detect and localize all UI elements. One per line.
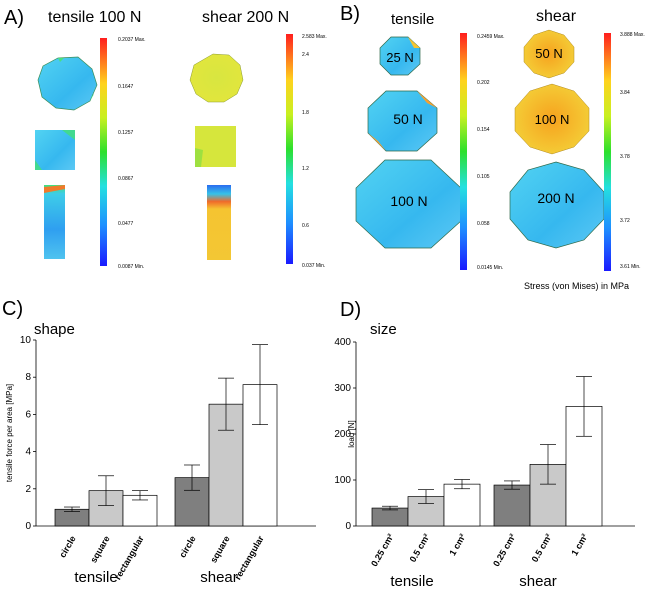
shear-square-shape	[195, 126, 236, 167]
shear-100n-shape	[514, 83, 590, 155]
category-label: 1 cm²	[569, 532, 589, 557]
group-label: shear	[200, 569, 238, 586]
chart-panel-d: D) size 0 100 200 300 400 load [N] 0.25 cm² 0.5 c…	[334, 299, 635, 590]
panel-b-shear-tick: 3.78	[620, 154, 630, 160]
category-label: 0.25 cm²	[491, 532, 518, 568]
y-tick-label: 100	[334, 475, 351, 486]
y-axis-label: tensile force per area [MPa]	[5, 384, 14, 482]
chart-title: shape	[34, 321, 75, 338]
shear-force-label: 200 N	[537, 190, 574, 206]
panel-b-tensile-tick: 0.202	[477, 80, 490, 86]
chart-title: size	[370, 321, 397, 338]
category-label: 0.5 cm²	[408, 532, 432, 564]
y-tick-label: 10	[20, 335, 32, 346]
y-tick-label: 6	[25, 409, 31, 420]
y-tick-label: 4	[25, 447, 31, 458]
panel-a-shear-scale-min: 0.037 Min.	[302, 263, 325, 269]
y-tick-label: 2	[25, 484, 31, 495]
y-tick-label: 300	[334, 383, 351, 394]
panel-a-shear-colorbar	[286, 34, 293, 264]
tensile-square-shape	[35, 130, 75, 170]
panel-a-tensile-tick: 0.0477	[118, 221, 134, 227]
y-tick-label: 400	[334, 337, 351, 348]
shear-force-label: 50 N	[535, 46, 562, 61]
panel-a-tensile-tick: 0.1647	[118, 84, 134, 90]
category-label: 1 cm²	[447, 532, 467, 557]
shear-force-label: 100 N	[535, 112, 570, 127]
panel-a-title-tensile: tensile 100 N	[48, 9, 141, 26]
panel-b-shear-scale-max: 3.888 Max.	[620, 32, 645, 38]
panel-a-tensile-tick: 0.1257	[118, 130, 134, 136]
y-tick-label: 8	[25, 372, 31, 383]
panel-b-title-tensile: tensile	[391, 11, 434, 28]
category-label: 0.25 cm²	[369, 532, 396, 568]
panel-letter: D)	[340, 299, 361, 321]
category-label: 0.5 cm²	[530, 532, 554, 564]
tensile-force-label: 25 N	[386, 50, 413, 65]
panel-b-shear-scale-min: 3.61 Min.	[620, 264, 641, 270]
panel-a-letter: A)	[4, 7, 24, 29]
category-label: square	[88, 534, 111, 565]
panel-letter: C)	[2, 298, 23, 320]
panel-b-letter: B)	[340, 3, 360, 25]
shear-200n-shape	[509, 161, 605, 249]
y-tick-label: 200	[334, 429, 351, 440]
tensile-force-label: 50 N	[393, 111, 423, 127]
y-tick-label: 0	[345, 521, 351, 532]
panel-b-tensile-colorbar	[460, 33, 467, 270]
tensile-circle-shape	[37, 56, 98, 111]
group-label: tensile	[390, 573, 433, 590]
panel-b-title-shear: shear	[536, 8, 577, 25]
group-label: shear	[519, 573, 557, 590]
bar	[371, 507, 409, 527]
panel-a-tensile-colorbar	[100, 38, 107, 266]
category-label: circle	[177, 534, 197, 559]
panel-b-shear-tick: 3.72	[620, 218, 630, 224]
panel-b-shear-tick: 3.84	[620, 90, 630, 96]
panel-a-shear-scale-max: 2.583 Max.	[302, 34, 327, 40]
bar	[493, 484, 531, 527]
panel-a-tensile-tick: 0.0867	[118, 176, 134, 182]
tensile-100n-shape	[355, 159, 462, 249]
panel-a-shear-tick: 2.4	[302, 52, 309, 58]
category-label: circle	[57, 534, 77, 559]
bar	[122, 494, 158, 527]
panel-a: A) tensile 100 N shear 200 N 0.2037 Max.…	[4, 7, 327, 270]
panel-b-tensile-scale-min: 0.0145 Min.	[477, 265, 503, 271]
bar	[443, 483, 481, 527]
panel-b-tensile-scale-max: 0.2459 Max.	[477, 34, 505, 40]
category-label: square	[208, 534, 231, 565]
y-axis-label: load [N]	[347, 420, 356, 448]
panel-b-tensile-tick: 0.058	[477, 221, 490, 227]
panel-b-tensile-tick: 0.154	[477, 127, 490, 133]
panel-b-tensile-tick: 0.105	[477, 174, 490, 180]
panel-a-shear-tick: 1.2	[302, 166, 309, 172]
panel-a-tensile-scale-min: 0.0087 Min.	[118, 264, 144, 270]
stress-caption: Stress (von Mises) in MPa	[524, 281, 629, 291]
panel-b: B) tensile shear 25 N 50 N 100 N 0.2459 …	[340, 3, 645, 291]
shear-50n-shape	[523, 29, 575, 79]
panel-a-tensile-scale-max: 0.2037 Max.	[118, 37, 146, 43]
shear-circle-shape	[189, 53, 244, 103]
shear-rectangle-shape	[207, 185, 231, 260]
panel-a-title-shear: shear 200 N	[202, 9, 289, 26]
panel-a-shear-tick: 0.6	[302, 223, 309, 229]
group-label: tensile	[74, 569, 117, 586]
panel-b-shear-colorbar	[604, 33, 611, 271]
tensile-rectangle-shape	[44, 185, 65, 259]
panel-a-shear-tick: 1.8	[302, 110, 309, 116]
chart-panel-c: C) shape 0 2 4 6 8 10 tensile force per area [MP…	[2, 298, 316, 586]
y-tick-label: 0	[25, 521, 31, 532]
tensile-force-label: 100 N	[390, 193, 427, 209]
